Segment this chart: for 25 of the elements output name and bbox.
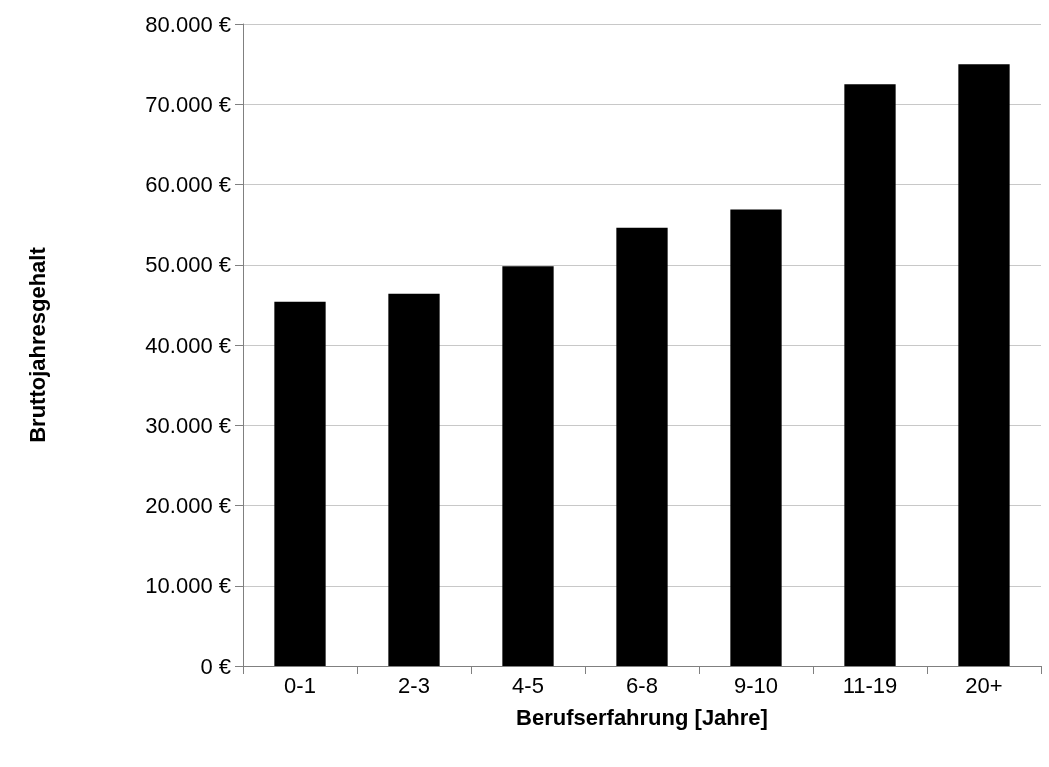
y-tick-label: 30.000 € xyxy=(145,412,231,438)
bar xyxy=(730,209,782,666)
x-axis-title: Berufserfahrung [Jahre] xyxy=(516,704,768,730)
y-tick-label: 70.000 € xyxy=(145,91,231,117)
y-tick-label: 60.000 € xyxy=(145,172,231,197)
y-tick-label: 10.000 € xyxy=(145,573,231,599)
y-axis-title: Bruttojahresgehalt xyxy=(24,246,50,443)
bar xyxy=(502,266,554,666)
x-tick-label: 6-8 xyxy=(626,672,658,698)
bar xyxy=(844,84,896,666)
x-tick-label: 0-1 xyxy=(284,672,316,698)
x-tick-label: 9-10 xyxy=(733,672,779,698)
x-tick-label: 2-3 xyxy=(398,672,430,698)
y-tick-label: 20.000 € xyxy=(145,493,231,518)
bar xyxy=(958,64,1010,666)
bar xyxy=(388,293,440,666)
y-tick-label: 50.000 € xyxy=(145,252,231,278)
bar xyxy=(274,301,326,666)
y-tick-label: 40.000 € xyxy=(145,332,231,358)
x-tick-label: 20+ xyxy=(965,672,1003,698)
x-tick-label: 4-5 xyxy=(512,672,544,698)
y-tick-label: 80.000 € xyxy=(145,11,231,37)
x-tick-label: 11-19 xyxy=(842,672,898,698)
y-tick-label: 0 € xyxy=(200,653,231,679)
bar xyxy=(616,227,668,666)
